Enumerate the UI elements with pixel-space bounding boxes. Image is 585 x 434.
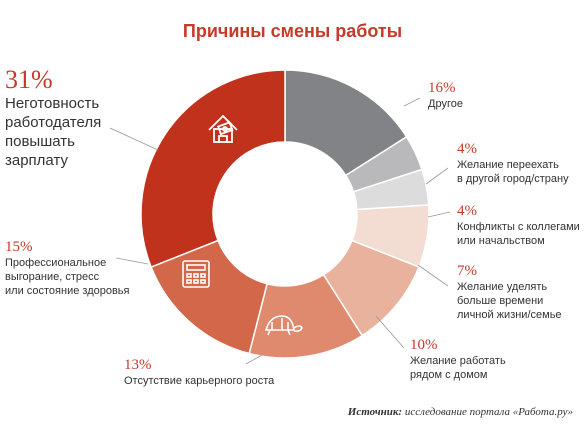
- text-career: Отсутствие карьерного роста: [124, 375, 275, 387]
- leader-line-home: [375, 315, 405, 349]
- label-career: 13% Отсутствие карьерного роста: [124, 356, 274, 388]
- text-move-line2: в другой город/страну: [457, 173, 569, 185]
- leader-line-move: [425, 167, 449, 185]
- source-prefix: Источник:: [347, 406, 403, 418]
- text-salary-line4: зарплату: [5, 152, 68, 169]
- leader-line-salary: [109, 127, 159, 151]
- calculator-icon: [182, 260, 210, 288]
- percent-conflict: 4%: [457, 203, 477, 219]
- text-burnout-line2: выгорание, стресс: [5, 271, 100, 283]
- text-conflict-line2: или начальством: [457, 235, 545, 247]
- leader-line-other: [403, 97, 421, 107]
- text-family-line3: личной жизни/семье: [457, 309, 562, 321]
- label-conflict: 4% Конфликты с коллегами или начальством: [457, 202, 580, 248]
- label-other: 16% Другое: [428, 79, 463, 111]
- text-other: Другое: [428, 98, 463, 110]
- label-salary: 31% Неготовность работодателя повышать з…: [5, 66, 155, 170]
- text-home-line1: Желание работать: [410, 355, 506, 367]
- text-family-line2: больше времени: [457, 295, 544, 307]
- text-salary-line2: работодателя: [5, 114, 102, 131]
- percent-home: 10%: [410, 337, 438, 353]
- percent-family: 7%: [457, 263, 477, 279]
- label-burnout: 15% Профессиональное выгорание, стресс и…: [5, 238, 130, 298]
- money-house-icon: [208, 114, 238, 143]
- text-conflict-line1: Конфликты с коллегами: [457, 221, 580, 233]
- text-home-line2: рядом с домом: [410, 369, 488, 381]
- text-burnout-line1: Профессиональное: [5, 257, 107, 269]
- text-salary-line3: повышать: [5, 133, 75, 150]
- label-family: 7% Желание уделять больше времени личной…: [457, 262, 562, 322]
- source-text: исследование портала «Работа.ру»: [404, 406, 573, 418]
- text-salary-line1: Неготовность: [5, 95, 100, 112]
- percent-move: 4%: [457, 141, 477, 157]
- text-move-line1: Желание переехать: [457, 159, 559, 171]
- turtle-icon: [264, 315, 303, 336]
- percent-career: 13%: [124, 357, 152, 373]
- leader-line-burnout: [115, 257, 149, 265]
- leader-line-family: [417, 264, 449, 287]
- percent-burnout: 15%: [5, 239, 33, 255]
- percent-salary: 31%: [5, 65, 53, 94]
- text-burnout-line3: или состояние здоровья: [5, 285, 130, 297]
- chart-title: Причины смены работы: [182, 21, 403, 41]
- leader-line-conflict: [427, 211, 451, 218]
- slice-7: [140, 69, 286, 268]
- percent-other: 16%: [428, 80, 456, 96]
- label-move: 4% Желание переехать в другой город/стра…: [457, 140, 569, 186]
- source-note: Источник: исследование портала «Работа.р…: [348, 406, 573, 418]
- text-family-line1: Желание уделять: [457, 281, 548, 293]
- label-home: 10% Желание работать рядом с домом: [410, 336, 506, 382]
- leader-line-career: [245, 354, 263, 365]
